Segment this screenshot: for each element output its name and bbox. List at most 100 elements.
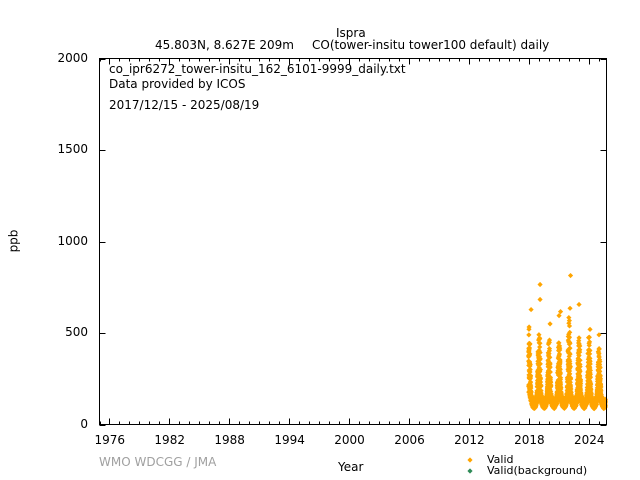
data-point [587,371,593,378]
data-point [567,340,573,346]
plot-frame [99,58,607,425]
data-point [537,367,543,373]
data-point [577,357,583,363]
data-point [576,335,582,341]
data-points [526,272,608,412]
data-point [557,366,563,373]
data-point [602,402,608,408]
data-point [558,375,564,381]
data-point [587,355,593,361]
data-point [544,398,550,404]
data-point [576,352,582,359]
data-point [587,361,593,367]
data-point [537,350,543,356]
data-point [585,397,591,403]
data-point-outlier [547,321,553,327]
data-point [566,317,572,324]
data-point [527,351,533,357]
data-point [547,364,553,370]
data-point [598,388,604,394]
data-point [546,351,552,357]
data-point [577,343,583,349]
data-point-outlier [567,305,573,311]
x-axis-label: Year [338,460,364,474]
data-point [566,334,572,341]
x-tick-label: 2006 [394,433,425,447]
data-point [577,373,583,379]
data-point [585,374,591,381]
y-tick-label: 1500 [57,142,88,156]
data-point [556,340,562,346]
credit-label: WMO WDCGG / JMA [99,455,217,469]
data-point [576,338,582,344]
data-point-outlier [528,306,534,313]
data-point [568,375,574,381]
data-point-outlier [596,332,602,338]
data-point [586,334,592,340]
data-point [586,342,592,348]
y-tick-label: 1000 [57,233,88,248]
data-point [575,355,581,361]
data-point [546,337,553,343]
data-point [558,384,564,391]
info-period: 2017/12/15 - 2025/08/19 [109,98,260,112]
data-point [536,332,542,338]
data-point [537,372,543,378]
data-point [547,369,553,375]
x-tick-label: 1982 [154,433,185,447]
data-point [528,385,534,391]
data-point [537,336,543,342]
data-point-outlier [557,308,564,315]
data-point [597,372,603,378]
data-point [537,355,543,362]
data-point [597,358,603,365]
data-point [555,394,562,400]
data-point-outlier [576,301,582,308]
data-point [587,347,593,353]
data-point [567,345,573,351]
data-point [527,369,533,375]
data-point-outlier [537,296,543,303]
data-point [527,341,533,347]
x-tick-label: 2024 [574,433,605,447]
data-point [557,370,563,376]
data-point [566,331,572,337]
data-point-outlier [587,326,593,332]
data-point [597,365,603,371]
y-axis-label: ppb [6,229,21,253]
data-point [557,345,563,351]
data-point [587,367,593,373]
data-point [547,354,553,360]
y-tick-label: 2000 [57,50,88,65]
x-tick-label: 1976 [94,433,126,447]
data-point [577,368,583,374]
data-point [526,324,532,330]
data-point [526,332,532,338]
data-point [548,383,554,389]
subtitle-location: 45.803N, 8.627E 209m [155,38,294,52]
data-point [547,376,554,382]
x-tick-label: 2018 [514,433,545,447]
data-point [577,347,583,353]
data-point [557,379,564,385]
data-point [577,381,584,387]
data-point [588,391,594,397]
data-point [536,353,543,360]
data-point [557,358,563,364]
data-point [568,382,574,388]
data-point [566,314,572,321]
data-point [564,397,571,403]
info-provider: Data provided by ICOS [109,77,246,91]
data-point [577,363,583,370]
data-point [528,382,534,388]
data-point [567,351,573,357]
data-point [597,368,603,374]
data-point [568,386,574,392]
data-point [537,340,543,346]
data-point [597,376,604,382]
data-point [536,365,542,371]
data-point [537,375,544,382]
data-point-outlier [556,313,562,319]
data-point-outlier [567,272,574,279]
